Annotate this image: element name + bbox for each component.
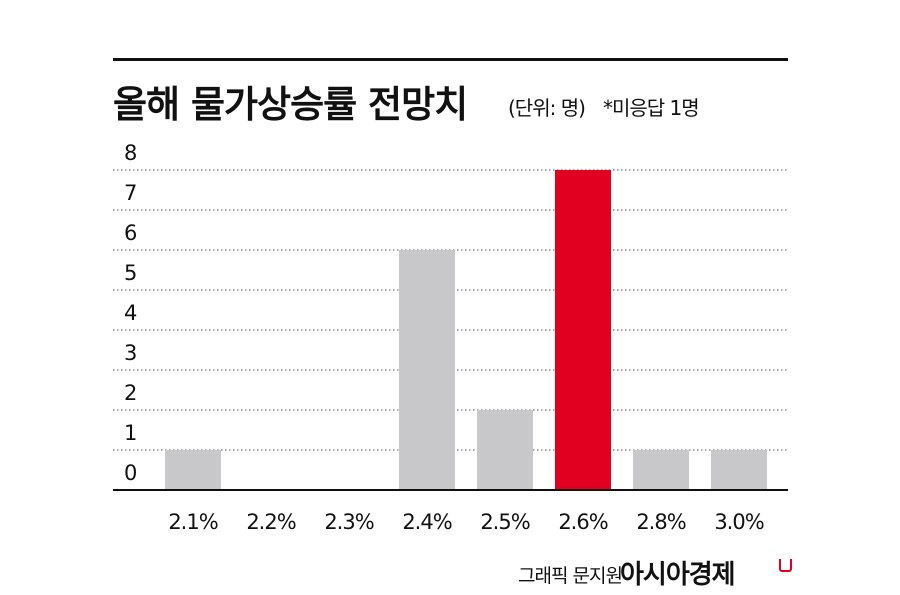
x-tick-label: 2.3% (324, 510, 373, 534)
graphic-credit: 그래픽 문지원 (518, 565, 623, 587)
y-tick-label: 2 (124, 381, 137, 405)
bar (711, 450, 767, 490)
x-tick-label: 2.2% (246, 510, 295, 534)
bar (555, 170, 611, 490)
bar (399, 250, 455, 490)
chart-title: 올해 물가상승률 전망치 (113, 83, 468, 126)
x-tick-label: 2.5% (480, 510, 529, 534)
bar (633, 450, 689, 490)
brand-logo: 아시아경제 (620, 560, 736, 590)
bar (477, 410, 533, 490)
y-tick-label: 6 (124, 221, 137, 245)
y-tick-label: 3 (124, 341, 137, 365)
y-tick-label: 0 (124, 461, 137, 485)
x-tick-label: 2.6% (558, 510, 607, 534)
bar (165, 450, 221, 490)
x-tick-label: 2.4% (402, 510, 451, 534)
footnote-label: *미응답 1명 (603, 96, 700, 120)
brand-mark-icon (779, 559, 792, 572)
top-rule (113, 58, 788, 61)
x-tick-label: 3.0% (714, 510, 763, 534)
y-tick-label: 7 (124, 181, 137, 205)
y-tick-label: 5 (124, 261, 137, 285)
x-tick-label: 2.8% (636, 510, 685, 534)
x-tick-label: 2.1% (168, 510, 217, 534)
unit-label: (단위: 명) (508, 96, 586, 120)
y-tick-label: 1 (124, 421, 137, 445)
y-tick-label: 4 (124, 301, 137, 325)
y-tick-label: 8 (124, 141, 137, 165)
